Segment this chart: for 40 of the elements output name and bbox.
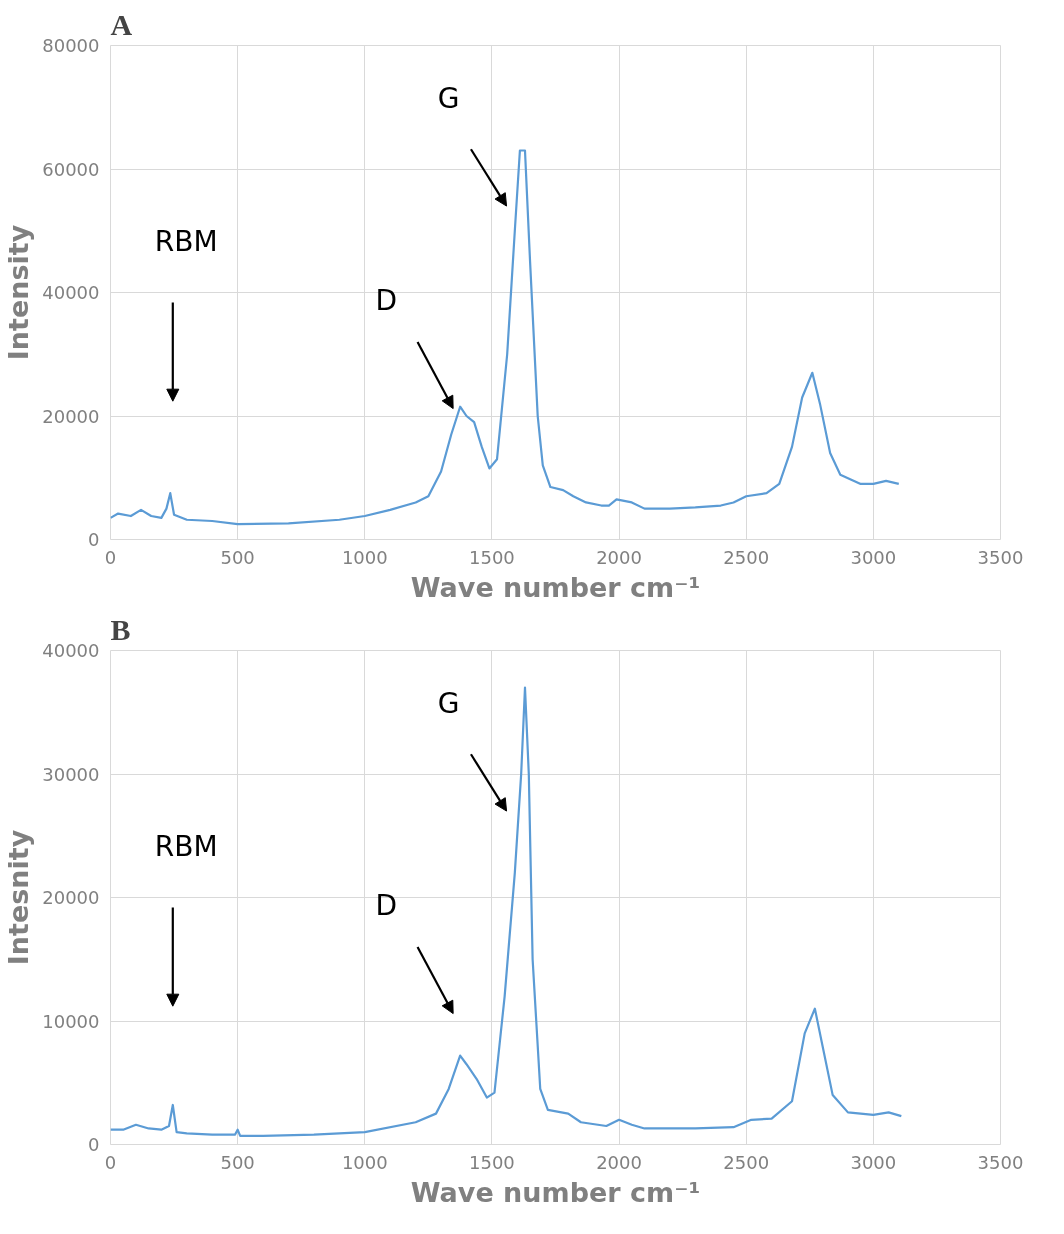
annotation: G (437, 81, 460, 115)
x-tick-label: 1000 (341, 1151, 388, 1173)
x-tick-label: 500 (220, 546, 255, 568)
annotation: D (375, 889, 398, 923)
annotation: G (437, 686, 460, 720)
line-series (110, 149, 900, 526)
x-tick-label: 500 (220, 1151, 255, 1173)
y-tick-label: 30000 (42, 763, 100, 785)
y-tick-label: 20000 (42, 887, 100, 908)
y-tick-label: 10000 (42, 1010, 100, 1032)
annotation: D (375, 284, 398, 318)
x-tick-label: 3500 (977, 546, 1024, 568)
y-tick-label: 0 (88, 529, 100, 550)
x-tick-label: 1500 (469, 1151, 515, 1173)
x-axis-title: Wave number cm⁻¹ (410, 571, 701, 603)
x-tick-label: 2000 (596, 546, 642, 568)
chart-title: B (110, 612, 131, 646)
x-tick-label: 2500 (723, 546, 770, 568)
annotation: RBM (154, 224, 218, 258)
y-tick-label: 60000 (42, 158, 100, 180)
chart-title: A (110, 7, 133, 41)
x-tick-label: 2000 (596, 1151, 642, 1173)
y-tick-label: 20000 (42, 405, 100, 427)
y-tick-label: 40000 (42, 282, 100, 303)
x-tick-label: 1000 (341, 546, 388, 568)
x-tick-label: 1500 (469, 546, 515, 568)
y-tick-label: 40000 (42, 640, 100, 661)
x-tick-label: 3000 (850, 546, 897, 568)
x-tick-label: 3000 (850, 1151, 897, 1173)
x-tick-label: 0 (104, 1151, 117, 1173)
y-tick-label: 80000 (42, 35, 100, 56)
y-tick-label: 0 (88, 1134, 100, 1155)
y-axis-title: Intesnity (3, 829, 35, 966)
x-tick-label: 2500 (723, 1151, 770, 1173)
x-tick-label: 3500 (977, 1151, 1024, 1173)
y-axis-title: Intensity (3, 224, 35, 361)
x-axis-title: Wave number cm⁻¹ (410, 1176, 701, 1208)
line-series (110, 686, 903, 1137)
x-tick-label: 0 (104, 546, 117, 568)
annotation: RBM (154, 829, 218, 863)
